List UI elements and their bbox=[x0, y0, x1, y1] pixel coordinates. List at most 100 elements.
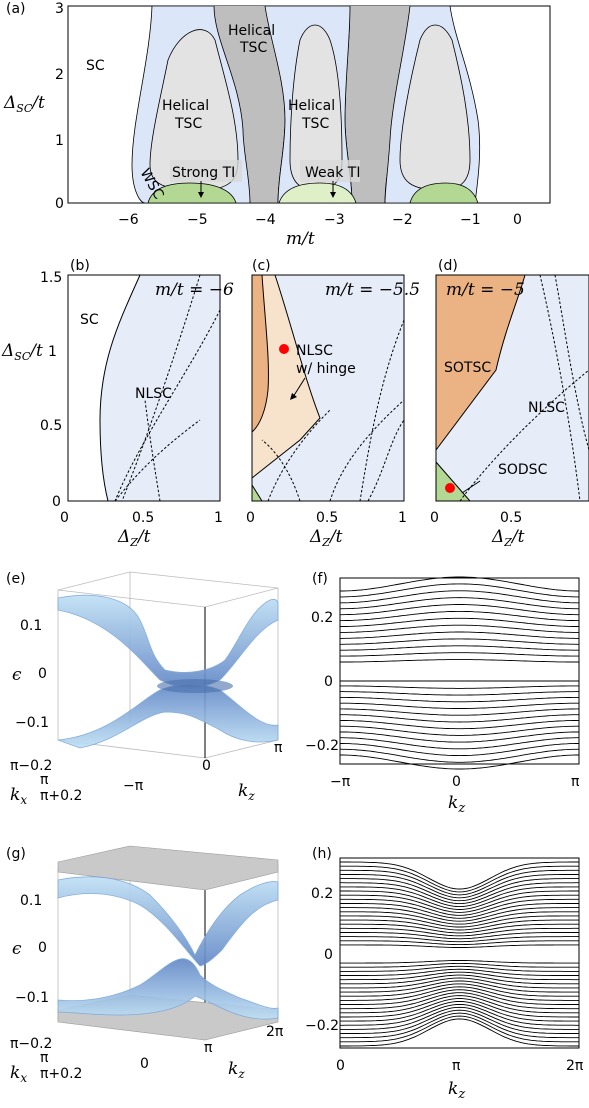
h-band-34 bbox=[340, 998, 579, 1018]
e-zlabel: ϵ bbox=[12, 665, 22, 685]
panel-h: (h) 0.2 0 −0.2 0 π 2π kz bbox=[305, 846, 584, 1102]
e-crossing bbox=[157, 679, 233, 693]
h-xtick-2: 2π bbox=[566, 1058, 584, 1074]
b-ylabel: ΔSC/t bbox=[1, 341, 43, 363]
c-xtick-2: 1 bbox=[398, 510, 407, 526]
panel-a-xticks: −6 −5 −4 −3 −2 −1 0 bbox=[118, 212, 522, 228]
h-band-21 bbox=[340, 960, 579, 964]
h-band-12 bbox=[340, 911, 579, 925]
panel-f: (f) 0.2 0 −0.2 −π 0 π kz bbox=[305, 571, 580, 816]
g-zlabel: ϵ bbox=[12, 939, 22, 959]
label-sc-a: SC bbox=[86, 58, 105, 74]
h-band-38 bbox=[339, 1009, 580, 1035]
e-upper-band bbox=[57, 594, 279, 688]
annot-c: m/t = −5.5 bbox=[325, 280, 420, 300]
region-green-c bbox=[251, 483, 263, 502]
f-band-12 bbox=[340, 659, 579, 663]
panel-f-frame bbox=[339, 577, 580, 765]
f-band-11 bbox=[340, 652, 579, 657]
h-band-28 bbox=[340, 980, 579, 993]
sodsc-arrow bbox=[461, 480, 481, 494]
panel-h-label: (h) bbox=[312, 846, 332, 862]
h-band-14 bbox=[340, 919, 579, 931]
g-kx-tick-1: π bbox=[40, 1050, 49, 1066]
c-xtick-1: 0.5 bbox=[316, 510, 338, 526]
annot-b: m/t = −6 bbox=[155, 280, 234, 300]
label-helical-mid-line1: Helical bbox=[288, 98, 335, 114]
label-sotsc: SOTSC bbox=[444, 360, 491, 376]
label-helical-left-line1: Helical bbox=[162, 98, 209, 114]
f-band-15 bbox=[340, 696, 579, 703]
b-xtick-2: 1 bbox=[214, 510, 223, 526]
b-ytick-2: 1 bbox=[48, 344, 57, 360]
h-band-29 bbox=[340, 983, 579, 997]
h-band-10 bbox=[340, 903, 579, 919]
h-ytick-2: −0.2 bbox=[305, 1018, 339, 1034]
marker-d bbox=[445, 483, 455, 493]
g-lower-band bbox=[57, 958, 279, 1020]
annot-d: m/t = −5 bbox=[446, 280, 525, 300]
h-band-18 bbox=[340, 936, 579, 943]
f-ytick-2: −0.2 bbox=[305, 738, 339, 754]
f-band-18 bbox=[340, 714, 579, 723]
h-band-31 bbox=[340, 989, 579, 1005]
f-band-7 bbox=[340, 624, 579, 633]
label-nlsc-b: NLSC bbox=[135, 386, 172, 402]
f-band-4 bbox=[340, 604, 579, 616]
b-dashed-lines bbox=[114, 274, 221, 502]
h-band-4 bbox=[340, 878, 579, 902]
b-xlabel: ΔZ/t bbox=[117, 527, 151, 549]
weak-ti-arrowhead bbox=[330, 192, 336, 198]
panel-e: (e) 0.1 0 −0.1 ϵ π−0.2 π π+0.2 kx −π 0 π… bbox=[6, 571, 283, 807]
marker-c bbox=[279, 344, 289, 354]
panel-d-label: (d) bbox=[438, 258, 458, 274]
f-ytick-0: 0.2 bbox=[311, 610, 333, 626]
a-ytick-0: 0 bbox=[55, 196, 64, 212]
hinge-arrowhead bbox=[290, 393, 297, 400]
a-xtick-2: −4 bbox=[255, 212, 276, 228]
h-band-15 bbox=[340, 923, 579, 934]
h-band-6 bbox=[340, 886, 579, 908]
e-ztick-1: 0 bbox=[38, 666, 47, 682]
e-kx-tick-1: π bbox=[40, 772, 49, 788]
f-band-24 bbox=[339, 748, 580, 763]
h-band-13 bbox=[340, 915, 579, 928]
g-kz-tick-2: 2π bbox=[266, 1024, 284, 1040]
e-ztick-0: 0.1 bbox=[20, 618, 42, 634]
f-band-5 bbox=[340, 610, 579, 622]
f-band-1 bbox=[340, 583, 579, 598]
a-ylabel: ΔSC/t bbox=[3, 93, 45, 115]
panel-c: (c) NLSC w/ hinge m/t = −5.5 0 0.5 1 ΔZ/… bbox=[246, 258, 420, 549]
strong-ti-arrowhead bbox=[198, 192, 204, 198]
h-ytick-0: 0.2 bbox=[311, 886, 333, 902]
panel-a-yticks: 0 1 2 3 bbox=[55, 1, 64, 212]
h-band-25 bbox=[340, 971, 579, 981]
panel-c-label: (c) bbox=[252, 258, 271, 274]
h-band-37 bbox=[340, 1006, 579, 1030]
e-kz-tick-0: −π bbox=[123, 778, 144, 794]
region-ti-right bbox=[409, 182, 479, 204]
panel-a: (a) SC Helical TSC Helical TSC Helical T… bbox=[3, 1, 551, 249]
h-band-5 bbox=[340, 882, 579, 905]
g-kx-tick-0: π−0.2 bbox=[10, 1036, 52, 1052]
h-band-30 bbox=[340, 986, 579, 1001]
h-band-0 bbox=[340, 861, 579, 890]
label-hinge-c: w/ hinge bbox=[296, 361, 356, 377]
region-sodsc-green bbox=[435, 460, 472, 502]
e-kx-label: kx bbox=[10, 785, 27, 807]
h-band-lines bbox=[339, 861, 580, 1047]
f-band-8 bbox=[340, 631, 579, 639]
e-kz-tick-1: 0 bbox=[202, 758, 211, 774]
a-ytick-2: 2 bbox=[55, 67, 64, 83]
a-ytick-3: 3 bbox=[55, 1, 64, 17]
h-band-23 bbox=[340, 965, 579, 972]
f-band-0 bbox=[340, 576, 579, 592]
a-ytick-1: 1 bbox=[55, 133, 64, 149]
label-nlsc-c: NLSC bbox=[296, 343, 333, 359]
c-dashed-lines bbox=[261, 319, 405, 502]
b-ytick-3: 1.5 bbox=[40, 270, 62, 286]
c-xtick-0: 0 bbox=[246, 510, 255, 526]
f-xtick-2: π bbox=[571, 774, 580, 790]
region-sc-b bbox=[67, 274, 141, 502]
